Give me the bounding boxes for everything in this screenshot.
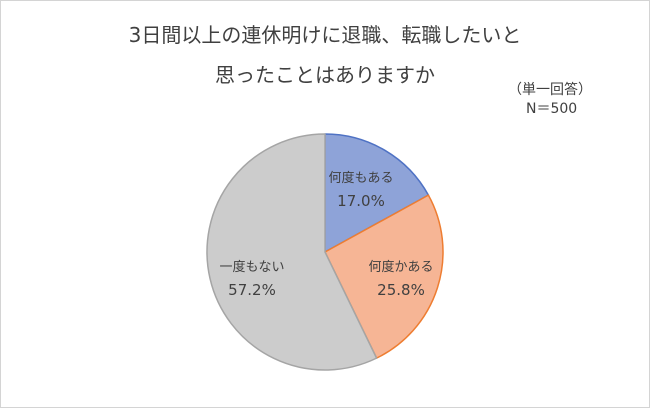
slice-value-label-2: 25.8% [377, 281, 425, 299]
pie-slice-3 [206, 133, 378, 371]
slice-value-label-3: 57.2% [228, 281, 276, 299]
pie-labels: 何度もある 17.0% 何度かある 25.8% 一度もない 57.2% [219, 170, 433, 299]
slice-label-3: 一度もない [219, 259, 284, 275]
chart-title-line-2: 思ったことはありますか [215, 63, 435, 87]
pie-slice-1 [324, 133, 430, 253]
chart-title-line-1: 3日間以上の連休明けに退職、転職したいと [129, 23, 522, 47]
answer-type-note: （単一回答） [508, 81, 592, 98]
slice-label-1: 何度もある [328, 170, 393, 186]
slice-value-label-1: 17.0% [337, 192, 385, 210]
chart-title: 3日間以上の連休明けに退職、転職したいと 思ったことはありますか [129, 23, 522, 87]
pie-slices [206, 133, 444, 371]
chart-notes: （単一回答） N＝500 [508, 81, 592, 117]
sample-size-note: N＝500 [526, 101, 577, 117]
slice-label-2: 何度かある [368, 259, 433, 275]
pie-slice-2 [324, 194, 444, 359]
